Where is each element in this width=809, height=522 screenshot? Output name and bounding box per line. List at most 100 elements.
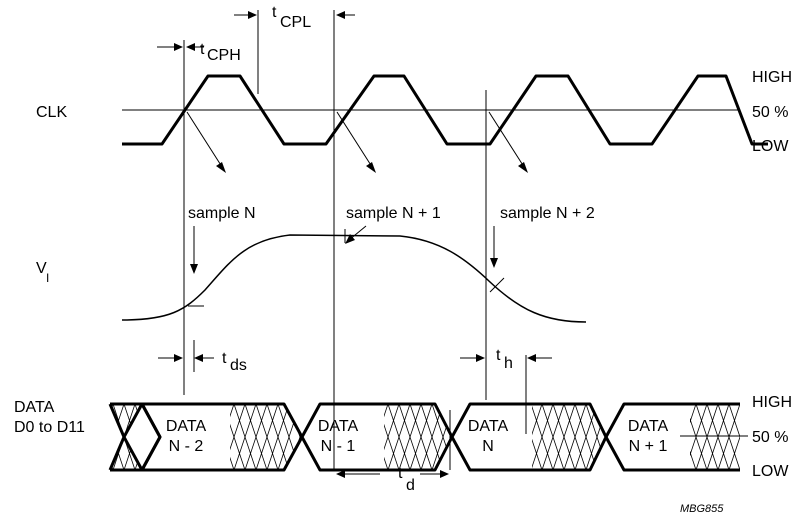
tcph-sub: CPH [207, 47, 241, 64]
hatch-line [387, 404, 411, 470]
tcpl-t: t [272, 4, 277, 21]
clk-label: CLK [36, 104, 67, 121]
hatch-line [442, 404, 466, 470]
hatch-line [651, 404, 675, 470]
hatch-line [475, 404, 499, 470]
th-t: t [496, 347, 501, 364]
clk-50-label: 50 % [752, 104, 788, 121]
sample-n1-diag-head [366, 162, 376, 173]
data-low-label: LOW [752, 463, 789, 480]
hatch-line [475, 404, 499, 470]
hatch-line [266, 404, 290, 470]
hatch-line [178, 404, 202, 470]
td-arrowhead-left [336, 470, 345, 478]
sample-n1-label: sample N + 1 [346, 205, 441, 222]
hatch-line [508, 404, 532, 470]
data-bus-outline [122, 403, 144, 471]
hatch-line [497, 404, 521, 470]
hatch-line [321, 404, 345, 470]
hatch-line [189, 404, 213, 470]
hatch-line [508, 404, 532, 470]
hatch-line [80, 404, 102, 470]
hatch-line [398, 404, 422, 470]
hatch-line [200, 404, 224, 470]
figure-id: MBG855 [680, 503, 724, 515]
th-sub: h [504, 355, 513, 372]
hatch-line [618, 404, 642, 470]
tcph-arrowhead-left [174, 43, 183, 51]
tcpl-arrowhead-left [248, 11, 257, 19]
hatch-line [409, 404, 433, 470]
hatch-line [728, 404, 740, 470]
vi-tick-n2 [489, 277, 505, 293]
tds-arrowhead-left [174, 354, 183, 362]
data-bus-outline [140, 402, 304, 472]
hatch-line [486, 404, 510, 470]
hatch-line [497, 404, 521, 470]
tcph-t: t [200, 41, 205, 58]
tcpl-arrowhead-right [336, 11, 345, 19]
sample-n-diag [186, 111, 225, 171]
tds-sub: ds [230, 357, 247, 374]
hatch-line [321, 404, 345, 470]
hatch-line [343, 404, 367, 470]
tds-arrowhead-right [194, 354, 203, 362]
data-cell-0-line1: DATA [166, 418, 207, 435]
hatch-line [167, 404, 191, 470]
data-label-line2: D0 to D11 [14, 419, 85, 436]
hatch-line [640, 404, 664, 470]
hatch-line [530, 404, 554, 470]
hatch-line [552, 404, 576, 470]
data-cell-3-line2: N + 1 [629, 438, 668, 455]
sample-n-label: sample N [188, 205, 256, 222]
hatch-line [244, 404, 268, 470]
tds-t: t [222, 350, 227, 367]
hatch-line [233, 404, 257, 470]
hatch-line [110, 404, 114, 470]
sample-n-diag-head [216, 162, 226, 173]
hatch-line [145, 404, 169, 470]
hatch-line [651, 404, 675, 470]
td-t: t [398, 465, 403, 482]
hatch-line [178, 404, 202, 470]
th-arrowhead-right [527, 354, 536, 362]
hatch-line [574, 404, 598, 470]
hatch-line [464, 404, 488, 470]
hatch-line [167, 404, 191, 470]
data-bus-outline [604, 402, 740, 438]
data-cell-3-line1: DATA [628, 418, 669, 435]
sample-n2-diag [488, 111, 527, 171]
clk-low-label: LOW [752, 138, 789, 155]
sample-n2-label: sample N + 2 [500, 205, 595, 222]
hatch-line [110, 404, 114, 470]
hatch-line [706, 404, 730, 470]
sample-n-down-head [190, 264, 198, 274]
hatch-line [332, 404, 356, 470]
hatch-line [332, 404, 356, 470]
td-sub: d [406, 477, 415, 494]
clk-waveform [122, 74, 768, 146]
hatch-line [145, 404, 169, 470]
hatch-line [596, 404, 620, 470]
data-cell-2-line1: DATA [468, 418, 509, 435]
sample-n2-diag-head [518, 162, 528, 173]
hatch-line [343, 404, 367, 470]
tcph-arrowhead-right [186, 43, 195, 51]
tcpl-sub: CPL [280, 14, 311, 31]
hatch-line [354, 404, 378, 470]
data-bus-outline [108, 403, 126, 471]
hatch-line [189, 404, 213, 470]
hatch-line [80, 404, 102, 470]
data-bus-hatching [80, 404, 740, 470]
hatch-line [662, 404, 686, 470]
hatch-line [728, 404, 740, 470]
data-cell-1-line2: N - 1 [321, 438, 356, 455]
sample-n2-down-head [490, 258, 498, 268]
hatch-line [662, 404, 686, 470]
data-bus [80, 402, 740, 472]
data-bus-outline [300, 402, 454, 472]
th-arrowhead-left [476, 354, 485, 362]
data-50-label: 50 % [752, 429, 788, 446]
vi-label-sub: I [46, 271, 49, 285]
